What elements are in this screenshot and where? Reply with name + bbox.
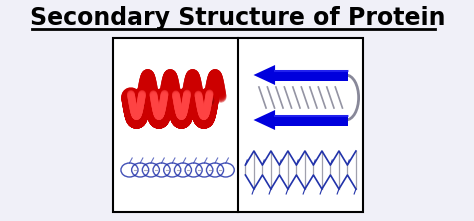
- Polygon shape: [275, 69, 348, 80]
- Polygon shape: [113, 38, 363, 212]
- Text: Secondary Structure of Protein: Secondary Structure of Protein: [30, 6, 446, 30]
- Polygon shape: [254, 65, 275, 85]
- Polygon shape: [254, 110, 275, 130]
- Polygon shape: [275, 114, 348, 126]
